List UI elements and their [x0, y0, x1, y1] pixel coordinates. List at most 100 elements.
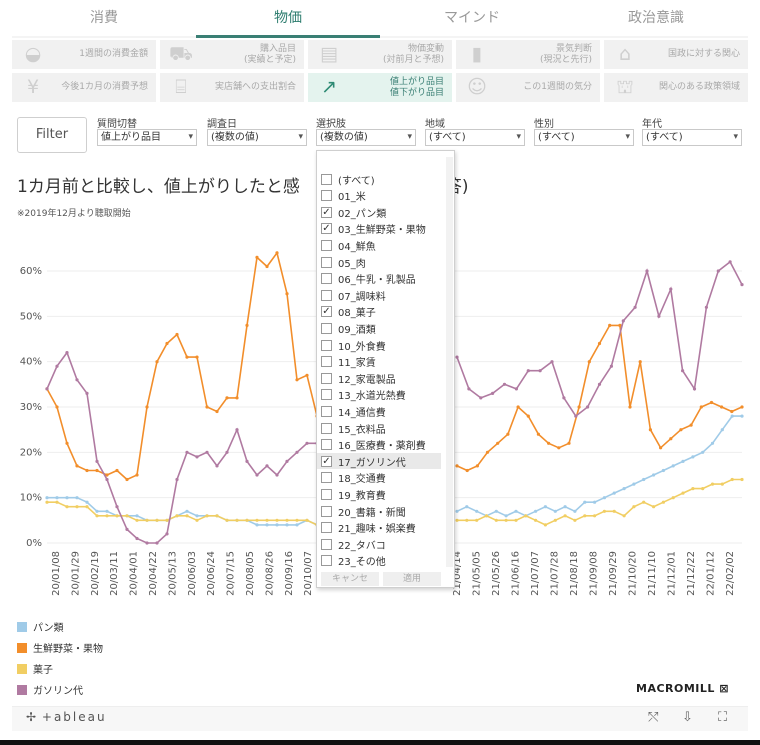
dropdown-option[interactable]: 18_交通費: [317, 470, 441, 486]
dropdown-option[interactable]: 20_書籍・新聞: [317, 503, 441, 519]
checkbox-icon[interactable]: [321, 439, 332, 451]
data-point: [669, 437, 673, 441]
dropdown-option[interactable]: 01_米: [317, 188, 441, 204]
checkbox-icon[interactable]: [321, 405, 332, 417]
filter-survey-date-label: 調査日: [207, 119, 237, 130]
checkbox-icon[interactable]: [321, 372, 332, 384]
dropdown-option[interactable]: ✓ 03_生鮮野菜・果物: [317, 221, 441, 237]
checkbox-checked-icon[interactable]: ✓: [321, 455, 332, 467]
checkbox-icon[interactable]: [321, 538, 332, 550]
dropdown-option[interactable]: 21_趣味・娯楽費: [317, 520, 441, 536]
filter-survey-date-select[interactable]: (複数の値) ▾: [207, 129, 307, 146]
checkbox-icon[interactable]: [321, 256, 332, 268]
dropdown-option[interactable]: 12_家電製品: [317, 370, 441, 386]
dropdown-option[interactable]: 09_酒類: [317, 320, 441, 336]
checkbox-icon[interactable]: [321, 190, 332, 202]
scrollbar[interactable]: [446, 157, 453, 567]
checkbox-icon[interactable]: [321, 289, 332, 301]
filter-question-select[interactable]: 値上がり品目 ▾: [97, 129, 197, 146]
fullscreen-icon[interactable]: ⛶: [718, 710, 728, 725]
dropdown-option[interactable]: 05_肉: [317, 254, 441, 270]
legend-item[interactable]: ガソリン代: [17, 679, 103, 700]
dropdown-option[interactable]: 22_タバコ: [317, 536, 441, 552]
dropdown-option[interactable]: 16_医療費・薬剤費: [317, 437, 441, 453]
checkbox-icon[interactable]: [321, 173, 332, 185]
filter-region-select[interactable]: (すべて) ▾: [425, 129, 525, 146]
tile-price-change[interactable]: ▤ 物価変動 (対前月と予想): [308, 40, 452, 69]
dropdown-option[interactable]: 04_鮮魚: [317, 237, 441, 253]
tile-label: 値上がり品目 値下がり品目: [390, 77, 444, 99]
dropdown-option[interactable]: 14_通信費: [317, 403, 441, 419]
tile-trend-up[interactable]: ↗ 値上がり品目 値下がり品目: [308, 73, 452, 102]
legend-item[interactable]: 生鮮野菜・果物: [17, 637, 103, 658]
tile-store[interactable]: ⌸ 実店舗への支出割合: [160, 73, 304, 102]
tableau-logo[interactable]: ✢ +ableau: [26, 710, 107, 724]
data-point: [455, 518, 459, 522]
filter-choice-select[interactable]: (複数の値) ▾: [316, 129, 416, 146]
tab-consumption[interactable]: 消費: [12, 0, 196, 38]
tile-smiley[interactable]: ☺ この1週間の気分: [456, 73, 600, 102]
x-tick-label: 21/11/10: [647, 551, 658, 596]
tile-piggy-bank[interactable]: ◒ 1週間の消費金額: [12, 40, 156, 69]
checkbox-icon[interactable]: [321, 322, 332, 334]
data-point: [85, 468, 89, 473]
dropdown-option[interactable]: 11_家賃: [317, 354, 441, 370]
dropdown-option[interactable]: 07_調味料: [317, 287, 441, 303]
tab-politics[interactable]: 政治意識: [564, 0, 748, 38]
data-point: [577, 405, 581, 409]
checkbox-icon[interactable]: [321, 239, 332, 251]
checkbox-icon[interactable]: [321, 273, 332, 285]
dropdown-option[interactable]: 19_教育費: [317, 486, 441, 502]
checkbox-icon[interactable]: [321, 356, 332, 368]
checkbox-icon[interactable]: [321, 505, 332, 517]
tile-bar-chart[interactable]: ▮ 景気判断 (現況と先行): [456, 40, 600, 69]
dropdown-option[interactable]: ✓ 08_菓子: [317, 304, 441, 320]
checkbox-checked-icon[interactable]: ✓: [321, 206, 332, 218]
data-point: [720, 405, 724, 409]
legend-item[interactable]: 菓子: [17, 658, 103, 679]
tab-mind[interactable]: マインド: [380, 0, 564, 38]
data-point: [55, 364, 59, 368]
dropdown-option[interactable]: 23_その他: [317, 553, 441, 569]
dropdown-option[interactable]: 10_外食費: [317, 337, 441, 353]
filter-gender-select[interactable]: (すべて) ▾: [534, 129, 634, 146]
data-point: [105, 473, 109, 477]
dropdown-option[interactable]: (すべて): [317, 171, 441, 187]
dropdown-option[interactable]: ✓ 02_パン類: [317, 204, 441, 220]
tile-label-line: 値下がり品目: [389, 87, 444, 98]
checkbox-icon[interactable]: [321, 339, 332, 351]
checkbox-icon[interactable]: [321, 522, 332, 534]
dropdown-option[interactable]: 06_牛乳・乳製品: [317, 271, 441, 287]
tile-yen-coin[interactable]: ¥ 今後1カ月の消費予想: [12, 73, 156, 102]
checkbox-checked-icon[interactable]: ✓: [321, 223, 332, 235]
download-icon[interactable]: ⇩: [682, 710, 693, 725]
data-point: [155, 541, 159, 545]
filter-age-select[interactable]: (すべて) ▾: [642, 129, 742, 146]
checkbox-icon[interactable]: [321, 472, 332, 484]
checkbox-icon[interactable]: [321, 488, 332, 500]
legend-item[interactable]: パン類: [17, 616, 103, 637]
tile-shopping-cart[interactable]: ⛟ 購入品目 (実績と予定): [160, 40, 304, 69]
dropdown-option[interactable]: ✓ 17_ガソリン代: [317, 453, 441, 470]
data-point: [563, 514, 567, 518]
cancel-button[interactable]: キャンセ: [321, 572, 379, 586]
tile-label-line: (対前月と予想): [382, 54, 444, 65]
checkbox-icon[interactable]: [321, 422, 332, 434]
price-change-icon: ▤: [320, 43, 338, 65]
data-point: [295, 518, 299, 522]
checkbox-icon[interactable]: [321, 389, 332, 401]
dropdown-option[interactable]: 15_衣料品: [317, 420, 441, 436]
data-point: [491, 391, 495, 395]
share-icon[interactable]: ⤲: [648, 710, 659, 725]
x-tick-label: 21/05/05: [472, 551, 483, 596]
apply-button[interactable]: 適用: [383, 572, 441, 586]
dropdown-option-label: 11_家賃: [338, 358, 376, 370]
dropdown-option[interactable]: 13_水道光熱費: [317, 387, 441, 403]
tile-podium[interactable]: ⛫ 関心のある政策領域: [604, 73, 748, 102]
checkbox-icon[interactable]: [321, 555, 332, 567]
tile-government-building[interactable]: ⌂ 国政に対する関心: [604, 40, 748, 69]
filter-question-label: 質問切替: [97, 119, 137, 130]
filter-button[interactable]: Filter: [17, 117, 87, 153]
checkbox-checked-icon[interactable]: ✓: [321, 306, 332, 318]
tab-prices[interactable]: 物価: [196, 0, 380, 38]
